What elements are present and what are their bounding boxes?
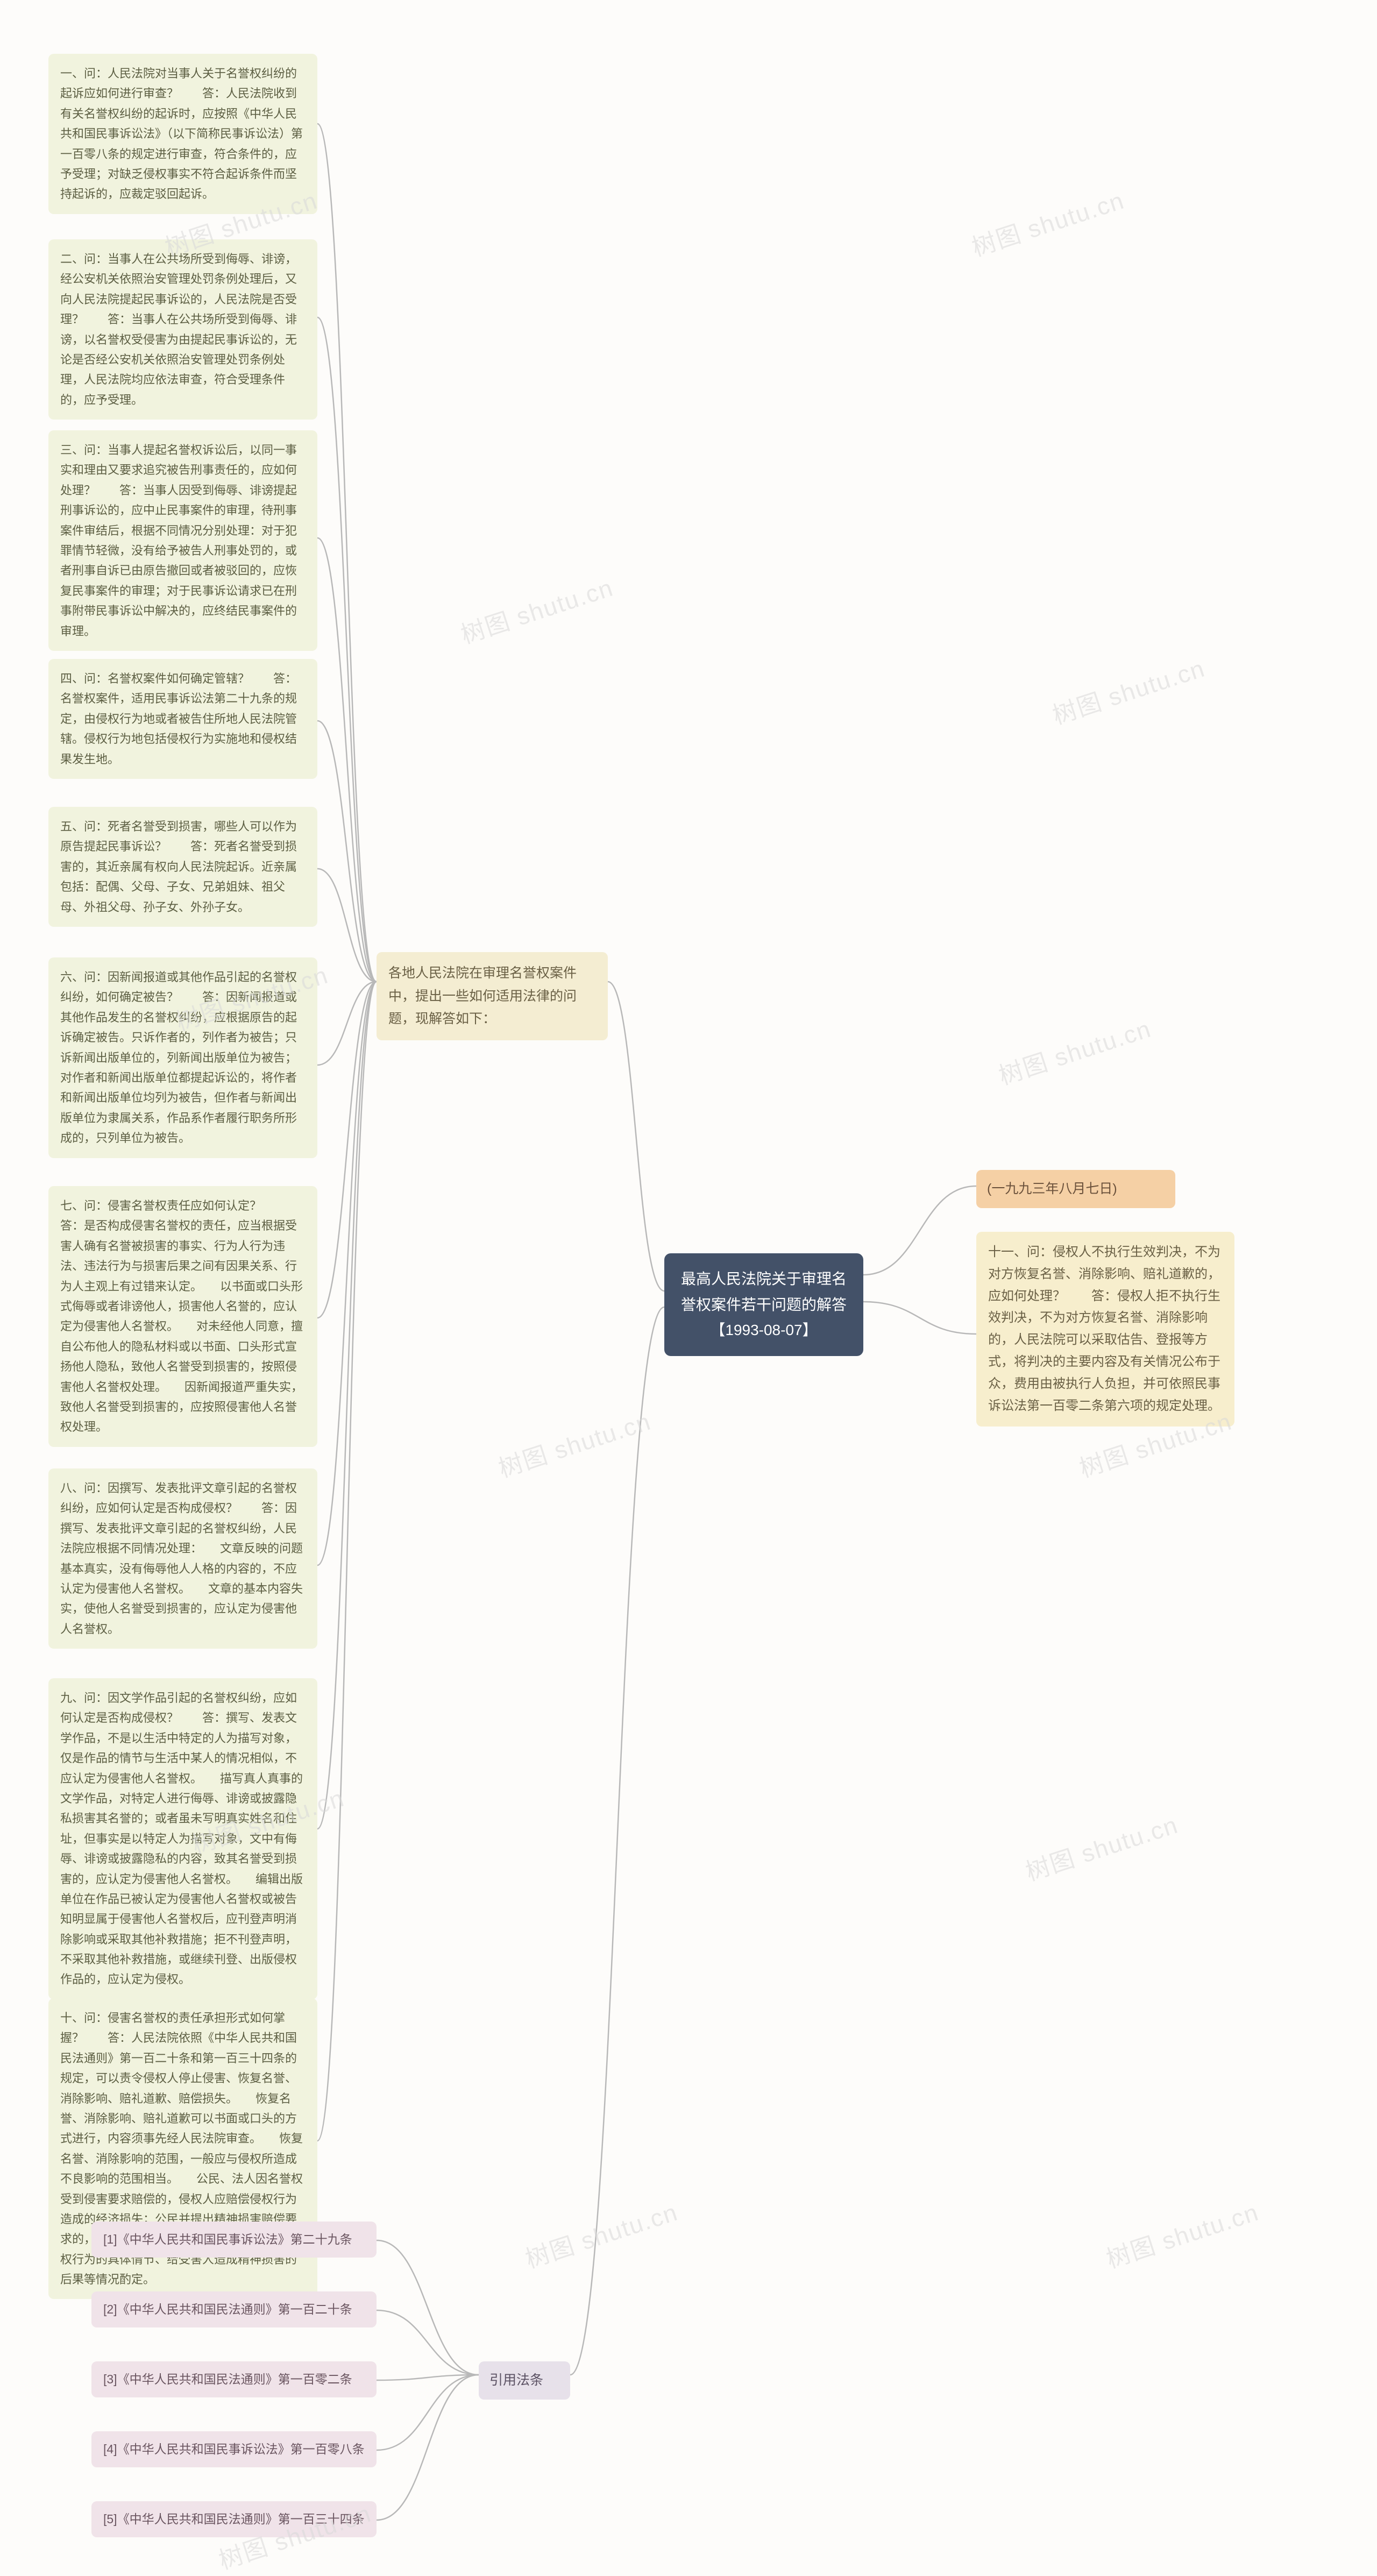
watermark: 树图 shutu.cn	[967, 181, 1128, 263]
node-l4[interactable]: [4]《中华人民共和国民事诉讼法》第一百零八条	[91, 2431, 377, 2467]
watermark: 树图 shutu.cn	[993, 1009, 1155, 1091]
branch-law[interactable]: 引用法条	[479, 2361, 570, 2400]
node-q3[interactable]: 三、问：当事人提起名誉权诉讼后，以同一事实和理由又要求追究被告刑事责任的，应如何…	[48, 430, 317, 651]
node-l5[interactable]: [5]《中华人民共和国民法通则》第一百三十四条	[91, 2501, 377, 2537]
connector-line	[863, 1186, 976, 1275]
node-q5-text: 五、问：死者名誉受到损害，哪些人可以作为原告提起民事诉讼？ 答：死者名誉受到损害…	[60, 820, 297, 914]
mindmap-canvas: 最高人民法院关于审理名誉权案件若干问题的解答【1993-08-07】 各地人民法…	[0, 0, 1377, 2576]
connector-line	[317, 538, 377, 982]
connector-line	[317, 982, 377, 2141]
node-q8[interactable]: 八、问：因撰写、发表批评文章引起的名誉权纠纷，应如何认定是否构成侵权？ 答：因撰…	[48, 1468, 317, 1649]
watermark: 树图 shutu.cn	[1020, 1805, 1182, 1887]
connector-line	[377, 2240, 479, 2375]
node-l2-text: [2]《中华人民共和国民法通则》第一百二十条	[103, 2302, 352, 2316]
node-l5-text: [5]《中华人民共和国民法通则》第一百三十四条	[103, 2512, 365, 2526]
node-q2[interactable]: 二、问：当事人在公共场所受到侮辱、诽谤，经公安机关依照治安管理处罚条例处理后，又…	[48, 239, 317, 420]
connector-line	[317, 982, 377, 1065]
branch-law-text: 引用法条	[489, 2373, 543, 2388]
connector-line	[317, 317, 377, 982]
node-q4[interactable]: 四、问：名誉权案件如何确定管辖？ 答：名誉权案件，适用民事诉讼法第二十九条的规定…	[48, 659, 317, 779]
node-q1[interactable]: 一、问：人民法院对当事人关于名誉权纠纷的起诉应如何进行审查？ 答：人民法院收到有…	[48, 54, 317, 214]
node-q7-text: 七、问：侵害名誉权责任应如何认定？ 答：是否构成侵害名誉权的责任，应当根据受害人…	[60, 1199, 303, 1434]
node-q4-text: 四、问：名誉权案件如何确定管辖？ 答：名誉权案件，适用民事诉讼法第二十九条的规定…	[60, 672, 297, 766]
connector-line	[377, 2375, 479, 2450]
connector-line	[570, 1307, 664, 2375]
watermark: 树图 shutu.cn	[520, 2192, 682, 2275]
connector-line	[377, 2310, 479, 2375]
branch-qa[interactable]: 各地人民法院在审理名誉权案件中，提出一些如何适用法律的问题，现解答如下：	[377, 952, 608, 1040]
branch-date[interactable]: (一九九三年八月七日)	[976, 1170, 1175, 1208]
node-q9[interactable]: 九、问：因文学作品引起的名誉权纠纷，应如何认定是否构成侵权？ 答：撰写、发表文学…	[48, 1678, 317, 1999]
node-l2[interactable]: [2]《中华人民共和国民法通则》第一百二十条	[91, 2291, 377, 2327]
node-l4-text: [4]《中华人民共和国民事诉讼法》第一百零八条	[103, 2442, 365, 2456]
node-q11-text: 十一、问：侵权人不执行生效判决，不为对方恢复名誉、消除影响、赔礼道歉的，应如何处…	[988, 1245, 1220, 1413]
node-q5[interactable]: 五、问：死者名誉受到损害，哪些人可以作为原告提起民事诉讼？ 答：死者名誉受到损害…	[48, 807, 317, 927]
node-q7[interactable]: 七、问：侵害名誉权责任应如何认定？ 答：是否构成侵害名誉权的责任，应当根据受害人…	[48, 1186, 317, 1447]
node-q9-text: 九、问：因文学作品引起的名誉权纠纷，应如何认定是否构成侵权？ 答：撰写、发表文学…	[60, 1691, 303, 1986]
connector-line	[317, 124, 377, 982]
connector-line	[317, 982, 377, 1829]
connector-line	[377, 2375, 479, 2380]
connector-line	[863, 1302, 976, 1334]
watermark: 树图 shutu.cn	[493, 1402, 655, 1484]
node-l3-text: [3]《中华人民共和国民法通则》第一百零二条	[103, 2372, 352, 2386]
node-q6[interactable]: 六、问：因新闻报道或其他作品引起的名誉权纠纷，如何确定被告？ 答：因新闻报道或其…	[48, 957, 317, 1158]
node-q11[interactable]: 十一、问：侵权人不执行生效判决，不为对方恢复名誉、消除影响、赔礼道歉的，应如何处…	[976, 1232, 1234, 1427]
watermark: 树图 shutu.cn	[1047, 649, 1209, 731]
watermark: 树图 shutu.cn	[456, 568, 617, 650]
node-l1-text: [1]《中华人民共和国民事诉讼法》第二十九条	[103, 2232, 352, 2246]
connector-line	[317, 982, 377, 1318]
node-l1[interactable]: [1]《中华人民共和国民事诉讼法》第二十九条	[91, 2222, 377, 2258]
node-q8-text: 八、问：因撰写、发表批评文章引起的名誉权纠纷，应如何认定是否构成侵权？ 答：因撰…	[60, 1481, 303, 1636]
connector-line	[377, 2375, 479, 2520]
node-q2-text: 二、问：当事人在公共场所受到侮辱、诽谤，经公安机关依照治安管理处罚条例处理后，又…	[60, 252, 297, 407]
connector-line	[317, 869, 377, 982]
branch-qa-text: 各地人民法院在审理名誉权案件中，提出一些如何适用法律的问题，现解答如下：	[388, 966, 577, 1026]
connector-line	[317, 721, 377, 982]
node-l3[interactable]: [3]《中华人民共和国民法通则》第一百零二条	[91, 2361, 377, 2397]
node-q6-text: 六、问：因新闻报道或其他作品引起的名誉权纠纷，如何确定被告？ 答：因新闻报道或其…	[60, 970, 297, 1145]
root-node[interactable]: 最高人民法院关于审理名誉权案件若干问题的解答【1993-08-07】	[664, 1253, 863, 1356]
root-text: 最高人民法院关于审理名誉权案件若干问题的解答【1993-08-07】	[681, 1271, 847, 1338]
connector-line	[317, 982, 377, 1565]
branch-date-text: (一九九三年八月七日)	[987, 1181, 1117, 1196]
watermark: 树图 shutu.cn	[1101, 2192, 1262, 2275]
node-q1-text: 一、问：人民法院对当事人关于名誉权纠纷的起诉应如何进行审查？ 答：人民法院收到有…	[60, 67, 303, 201]
connector-line	[608, 982, 664, 1291]
node-q3-text: 三、问：当事人提起名誉权诉讼后，以同一事实和理由又要求追究被告刑事责任的，应如何…	[60, 443, 297, 638]
